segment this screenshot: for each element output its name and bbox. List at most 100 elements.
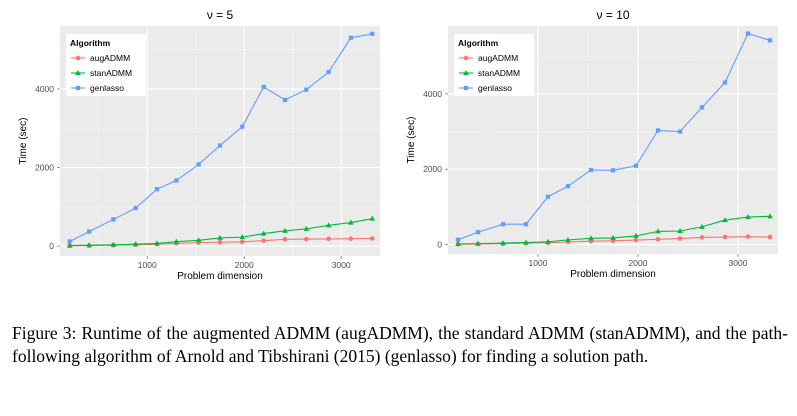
legend-box <box>454 34 534 96</box>
data-point-augADMM <box>369 236 375 241</box>
legend-swatch-marker <box>463 55 469 61</box>
data-point-genlasso <box>455 237 461 242</box>
data-point-stanADMM <box>633 232 639 238</box>
legend-swatch-marker <box>75 70 81 75</box>
data-point-stanADMM <box>722 217 728 223</box>
chart-title: ν = 10 <box>596 8 629 22</box>
y-tick-label: 0 <box>437 240 442 250</box>
data-point-augADMM <box>240 239 245 245</box>
data-point-stanADMM <box>767 213 773 219</box>
x-tick-label: 3000 <box>332 260 351 270</box>
data-point-augADMM <box>282 236 288 242</box>
series-genlasso <box>455 31 773 242</box>
data-point-stanADMM <box>500 240 506 246</box>
data-point-genlasso <box>154 187 160 192</box>
x-tick-label: 3000 <box>729 258 748 268</box>
legend-swatch-marker <box>75 85 81 91</box>
data-point-genlasso <box>610 168 616 173</box>
data-point-stanADMM <box>260 230 267 236</box>
legend: Algorithm augADMM stanADMM genlasso <box>454 34 534 96</box>
legend-box <box>66 34 146 96</box>
legend-label-stanADMM: stanADMM <box>90 68 132 78</box>
data-point-genlasso <box>655 128 661 133</box>
data-point-stanADMM <box>523 239 529 245</box>
data-point-genlasso <box>326 69 331 75</box>
data-point-augADMM <box>261 238 266 243</box>
data-point-genlasso <box>370 31 375 36</box>
legend-label-genlasso: genlasso <box>90 83 124 93</box>
data-point-augADMM <box>699 235 705 240</box>
data-point-stanADMM <box>110 241 117 247</box>
data-point-genlasso <box>282 97 288 103</box>
data-point-augADMM <box>217 239 223 245</box>
data-point-stanADMM <box>86 242 92 248</box>
data-point-genlasso <box>261 84 266 90</box>
data-point-stanADMM <box>588 235 594 241</box>
data-point-genlasso <box>565 184 571 189</box>
y-tick-label: 0 <box>49 241 54 251</box>
data-point-stanADMM <box>195 237 202 243</box>
y-tick-label: 2000 <box>423 164 442 174</box>
data-point-genlasso <box>174 178 179 183</box>
figure-caption: Figure 3: Runtime of the augmented ADMM … <box>12 323 788 366</box>
legend-title: Algorithm <box>70 38 111 48</box>
data-point-augADMM <box>745 234 751 239</box>
data-point-stanADMM <box>348 219 354 225</box>
data-point-augADMM <box>722 234 728 240</box>
y-tick-label: 2000 <box>35 163 54 173</box>
data-point-augADMM <box>326 236 331 242</box>
legend-label-augADMM: augADMM <box>478 53 518 63</box>
data-point-stanADMM <box>475 240 481 246</box>
legend: Algorithm augADMM stanADMM genlasso <box>66 34 146 96</box>
data-point-augADMM <box>348 236 354 242</box>
data-point-stanADMM <box>303 225 310 231</box>
series-stanADMM <box>66 215 376 248</box>
series-genlasso <box>67 31 375 244</box>
legend-title: Algorithm <box>458 38 499 48</box>
data-point-augADMM <box>304 236 309 242</box>
data-point-stanADMM <box>217 234 223 240</box>
legend-label-augADMM: augADMM <box>90 53 130 63</box>
data-point-augADMM <box>633 237 639 243</box>
data-point-augADMM <box>677 236 683 241</box>
y-axis-label: Time (sec) <box>18 118 29 165</box>
legend-label-genlasso: genlasso <box>478 83 512 93</box>
data-point-stanADMM <box>455 241 461 247</box>
data-point-stanADMM <box>699 223 705 229</box>
x-tick-label: 1000 <box>529 258 548 268</box>
x-tick-label: 2000 <box>629 258 648 268</box>
data-point-stanADMM <box>545 238 551 244</box>
data-point-stanADMM <box>154 240 160 246</box>
x-tick-label: 1000 <box>138 260 157 270</box>
data-point-genlasso <box>217 143 223 148</box>
chart-title: ν = 5 <box>207 8 234 22</box>
figure: 1000 2000 3000 0 2000 4000 ν = 5 Problem dimens… <box>18 8 778 282</box>
data-point-augADMM <box>655 237 661 242</box>
chart-nu-5: 1000 2000 3000 0 2000 4000 ν = 5 Problem dimens… <box>18 8 380 282</box>
data-point-stanADMM <box>610 234 616 240</box>
data-point-genlasso <box>699 105 705 110</box>
y-tick-label: 4000 <box>35 84 54 94</box>
series-stanADMM <box>455 213 773 247</box>
x-axis-label: Problem dimension <box>570 269 656 280</box>
data-point-genlasso <box>475 230 481 235</box>
legend-label-stanADMM: stanADMM <box>478 68 520 78</box>
y-axis-label: Time (sec) <box>406 117 417 164</box>
data-point-genlasso <box>633 163 639 168</box>
data-point-genlasso <box>86 229 92 234</box>
data-point-genlasso <box>111 217 116 222</box>
data-point-genlasso <box>523 222 529 227</box>
legend-swatch-marker <box>463 85 469 91</box>
data-point-stanADMM <box>677 228 683 234</box>
data-point-stanADMM <box>173 238 180 244</box>
data-point-stanADMM <box>745 214 751 220</box>
data-point-genlasso <box>67 239 72 244</box>
legend-swatch-marker <box>463 70 469 75</box>
data-point-genlasso <box>196 162 201 167</box>
data-point-genlasso <box>500 222 506 227</box>
data-point-genlasso <box>745 31 751 36</box>
data-point-genlasso <box>133 205 138 211</box>
data-point-genlasso <box>588 167 594 173</box>
legend-swatch-marker <box>75 55 81 61</box>
data-point-stanADMM <box>325 222 332 228</box>
